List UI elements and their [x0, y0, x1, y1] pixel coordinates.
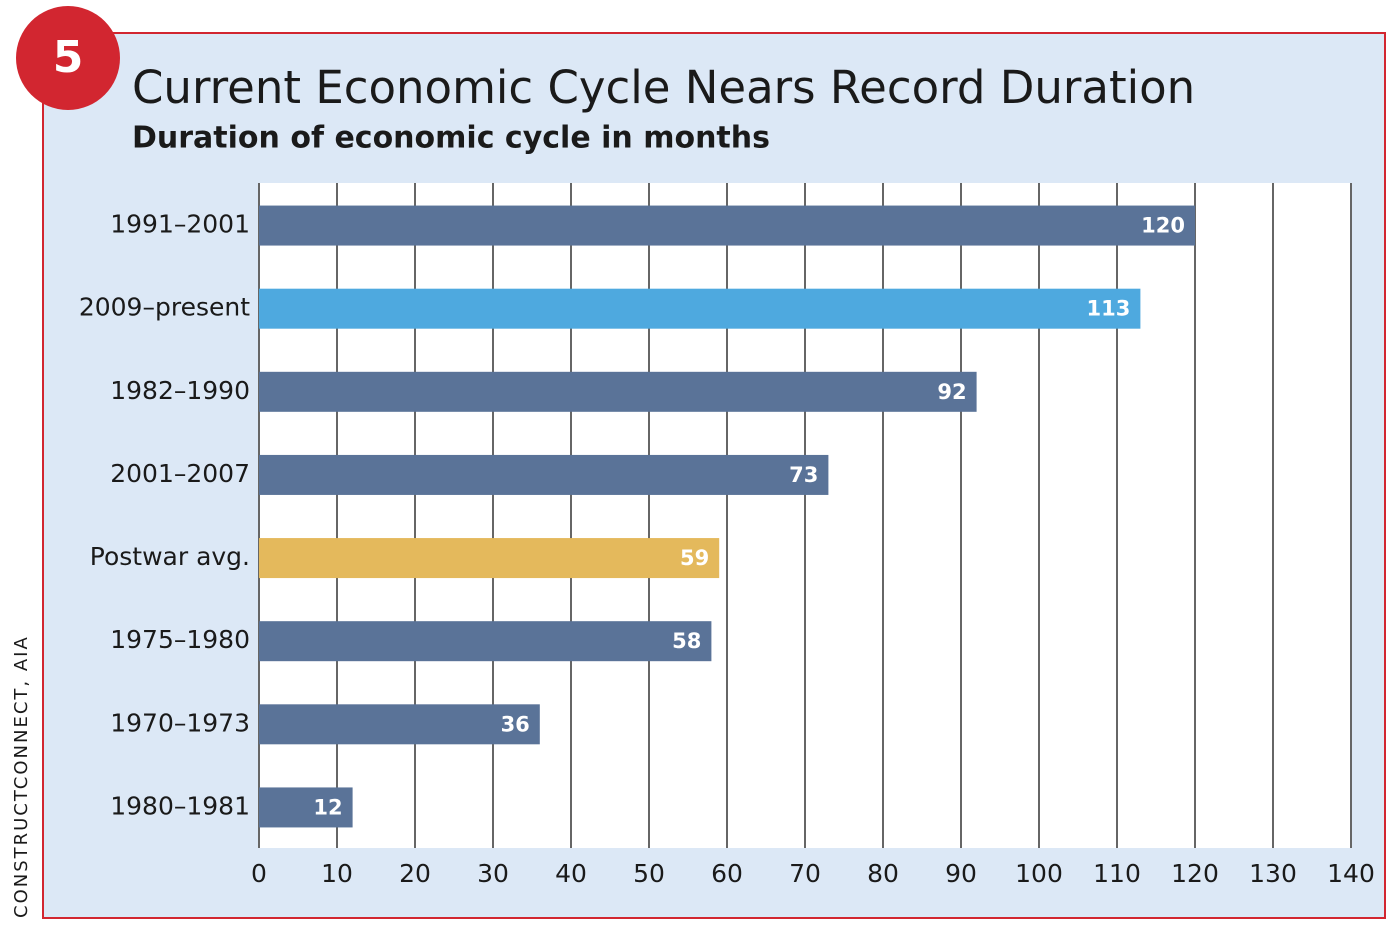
- x-tick-label: 90: [945, 859, 977, 888]
- bar: [259, 704, 540, 745]
- value-label: 36: [501, 712, 530, 736]
- x-tick-label: 120: [1171, 859, 1219, 888]
- bar: [259, 371, 977, 412]
- y-tick-label: Postwar avg.: [90, 542, 250, 571]
- x-tick-label: 130: [1249, 859, 1297, 888]
- x-tick-label: 70: [789, 859, 821, 888]
- value-label: 73: [789, 463, 818, 487]
- y-tick-label: 1991–2001: [110, 210, 250, 239]
- x-tick-label: 40: [555, 859, 587, 888]
- value-label: 59: [680, 546, 709, 570]
- y-tick-label: 1975–1980: [110, 625, 250, 654]
- bar: [259, 538, 720, 579]
- x-tick-label: 60: [711, 859, 743, 888]
- bar: [259, 454, 829, 495]
- chart-title: Current Economic Cycle Nears Record Dura…: [132, 61, 1195, 114]
- x-tick-label: 110: [1093, 859, 1141, 888]
- y-tick-label: 1982–1990: [110, 376, 250, 405]
- x-tick-label: 30: [477, 859, 509, 888]
- source: CONSTRUCTCONNECT, AIA: [11, 635, 32, 918]
- x-tick-label: 0: [251, 859, 267, 888]
- x-tick-label: 50: [633, 859, 665, 888]
- x-tick-label: 80: [867, 859, 899, 888]
- y-tick-label: 2001–2007: [110, 459, 250, 488]
- y-tick-label: 2009–present: [79, 293, 250, 322]
- value-label: 120: [1141, 214, 1185, 238]
- badge-circle: [16, 6, 120, 110]
- value-label: 113: [1087, 297, 1131, 321]
- x-tick-label: 10: [321, 859, 353, 888]
- bar: [259, 288, 1141, 329]
- x-tick-label: 140: [1327, 859, 1375, 888]
- chart-subtitle: Duration of economic cycle in months: [132, 121, 770, 156]
- x-tick-label: 20: [399, 859, 431, 888]
- badge: 5: [53, 32, 84, 83]
- value-label: 92: [937, 380, 966, 404]
- x-tick-label: 100: [1015, 859, 1063, 888]
- y-tick-label: 1970–1973: [110, 708, 250, 737]
- value-label: 12: [313, 795, 342, 819]
- bar: [259, 205, 1195, 246]
- bar: [259, 621, 712, 662]
- bar: [259, 787, 353, 828]
- value-label: 58: [672, 629, 701, 653]
- y-tick-label: 1980–1981: [110, 791, 250, 820]
